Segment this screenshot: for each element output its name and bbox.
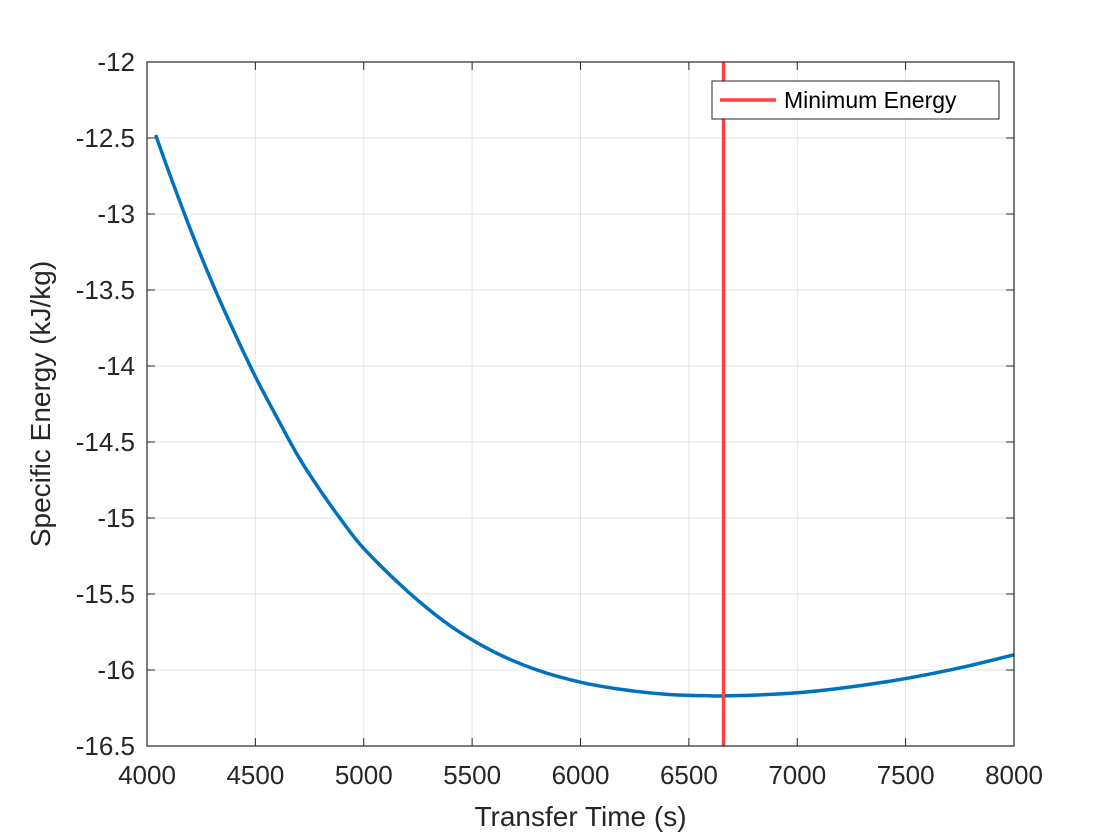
y-tick-label: -12.5 [76,123,135,153]
y-tick-label: -16.5 [76,731,135,761]
legend: Minimum Energy [711,80,1000,120]
grid [146,61,1015,747]
energy-curve [154,134,1015,698]
x-tick-label: 6500 [660,760,718,790]
x-tick-label: 6000 [552,760,610,790]
y-tick-label: -13.5 [76,275,135,305]
y-axis-title: Specific Energy (kJ/kg) [25,261,56,547]
y-tick-label: -15.5 [76,579,135,609]
x-tick-label: 5000 [335,760,393,790]
y-tick-label: -13 [97,199,135,229]
ticks: 4000 4500 5000 5500 6000 6500 7000 7500 8000 -12 -… [76,47,1043,790]
x-tick-label: 5500 [443,760,501,790]
x-tick-label: 4000 [118,760,176,790]
y-tick-label: -16 [97,655,135,685]
legend-label-minimum-energy: Minimum Energy [784,87,957,113]
y-tick-label: -12 [97,47,135,77]
y-tick-label: -14.5 [76,427,135,457]
y-tick-label: -14 [97,351,135,381]
y-tick-label: -15 [97,503,135,533]
x-tick-label: 8000 [985,760,1043,790]
x-tick-label: 4500 [226,760,284,790]
x-tick-label: 7000 [768,760,826,790]
x-tick-label: 7500 [877,760,935,790]
plot-area [154,62,1015,746]
x-axis-title: Transfer Time (s) [474,801,686,832]
